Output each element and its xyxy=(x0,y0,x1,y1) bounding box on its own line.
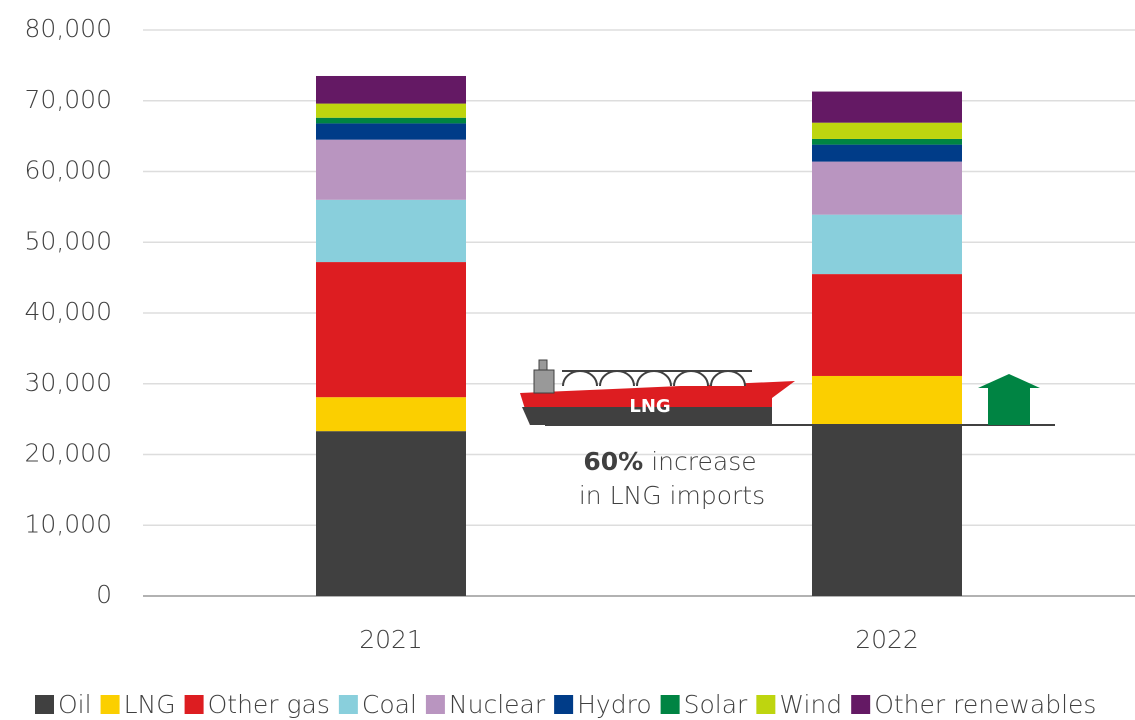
legend-swatch xyxy=(554,695,574,714)
bar-segment xyxy=(812,274,962,376)
y-tick-label: 30,000 xyxy=(25,368,112,397)
legend-label: Wind xyxy=(779,690,842,719)
bridge xyxy=(533,369,555,394)
bar-segment xyxy=(316,117,466,124)
legend-label: Oil xyxy=(58,690,92,719)
annotation: 60% increase xyxy=(583,447,756,476)
bar-segment xyxy=(812,375,962,425)
bar-segment xyxy=(812,144,962,162)
increase-arrow xyxy=(978,374,1040,425)
legend-label: Other gas xyxy=(208,690,330,719)
x-tick-label: 2021 xyxy=(359,625,423,654)
bar-segment xyxy=(812,161,962,215)
y-tick-label: 50,000 xyxy=(25,226,112,255)
y-tick-label: 60,000 xyxy=(25,156,112,185)
bar-segment xyxy=(316,103,466,118)
y-tick-label: 0 xyxy=(96,580,112,609)
tanks xyxy=(562,370,746,387)
lng-ship-illustration: LNG 60% increase in LNG imports xyxy=(520,359,1055,510)
bar-segment xyxy=(316,262,466,398)
bar-segment xyxy=(316,199,466,263)
legend-swatch xyxy=(35,695,54,714)
bar-segment xyxy=(812,122,962,139)
bar-segment xyxy=(316,139,466,200)
bar-segment xyxy=(316,75,466,104)
funnel xyxy=(538,359,548,371)
y-tick-label: 10,000 xyxy=(25,509,112,538)
bar-segment xyxy=(316,123,466,140)
bar-segment xyxy=(812,138,962,145)
ship-label: LNG xyxy=(629,396,670,417)
legend-swatch xyxy=(756,695,776,714)
annotation-bold: 60% xyxy=(583,447,643,476)
legend-label: LNG xyxy=(124,690,176,719)
legend-label: Hydro xyxy=(577,690,652,719)
hull-bottom xyxy=(522,407,772,425)
legend-label: Coal xyxy=(362,690,417,719)
legend-swatch xyxy=(851,695,871,714)
y-tick-label: 70,000 xyxy=(25,85,112,114)
legend-swatch xyxy=(338,695,358,714)
y-tick-label: 80,000 xyxy=(25,14,112,43)
annotation-text: increase xyxy=(651,447,756,476)
x-tick-label: 2022 xyxy=(855,625,919,654)
legend-swatch xyxy=(660,695,680,714)
legend-swatch xyxy=(100,695,120,714)
bar-segment xyxy=(316,431,466,596)
annotation-line2: in LNG imports xyxy=(579,481,765,510)
legend-label: Other renewables xyxy=(874,690,1096,719)
legend-label: Nuclear xyxy=(449,690,546,719)
y-tick-label: 40,000 xyxy=(25,297,112,326)
bar-segment xyxy=(812,424,962,596)
legend-label: Solar xyxy=(684,690,748,719)
bar-segment xyxy=(316,397,466,432)
legend-swatch xyxy=(425,695,445,714)
bar-segment xyxy=(812,91,962,123)
legend-swatch xyxy=(184,695,204,714)
y-tick-label: 20,000 xyxy=(25,439,112,468)
bar-segment xyxy=(812,214,962,275)
